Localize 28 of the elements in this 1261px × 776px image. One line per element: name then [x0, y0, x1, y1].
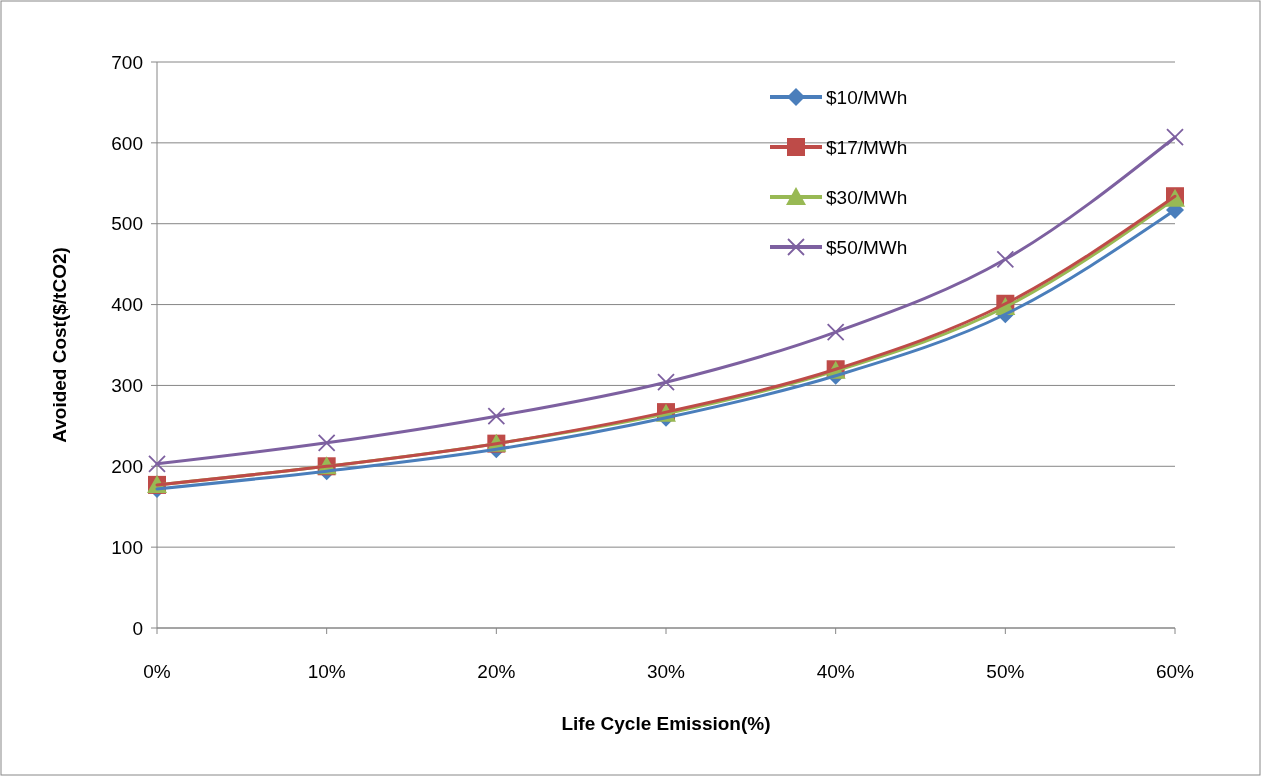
point: [317, 433, 336, 452]
legend-label: $10/MWh: [826, 86, 908, 108]
x-tick-label: 10%: [307, 661, 346, 682]
point: [1166, 128, 1184, 147]
y-tick-label: 400: [111, 294, 143, 316]
y-tick-label: 500: [111, 213, 143, 235]
x-axis-title: Life Cycle Emission(%): [561, 713, 771, 734]
legend-label: $17/MWh: [826, 136, 908, 158]
x-tick-label: 30%: [646, 661, 686, 682]
x-tick-label: 50%: [986, 661, 1025, 682]
y-tick-label: 700: [111, 51, 143, 73]
y-tick-label: 200: [111, 455, 143, 477]
y-tick-label: 600: [111, 132, 143, 154]
point: [996, 250, 1015, 269]
y-tick-label: 300: [111, 375, 143, 397]
x-tick-label: 0%: [143, 661, 171, 682]
legend-label: $50/MWh: [826, 236, 908, 258]
y-tick-label: 100: [111, 536, 143, 558]
y-tick-label: 0: [132, 617, 143, 639]
x-tick-label: 60%: [1155, 661, 1195, 682]
point: [148, 454, 166, 473]
point: [487, 407, 506, 426]
y-axis-title: Avoided Cost($/tCO2): [49, 247, 70, 443]
legend-label: $30/MWh: [826, 186, 908, 208]
x-tick-label: 40%: [816, 661, 855, 682]
x-tick-label: 20%: [477, 661, 516, 682]
point: [657, 373, 675, 392]
point: [826, 323, 845, 341]
